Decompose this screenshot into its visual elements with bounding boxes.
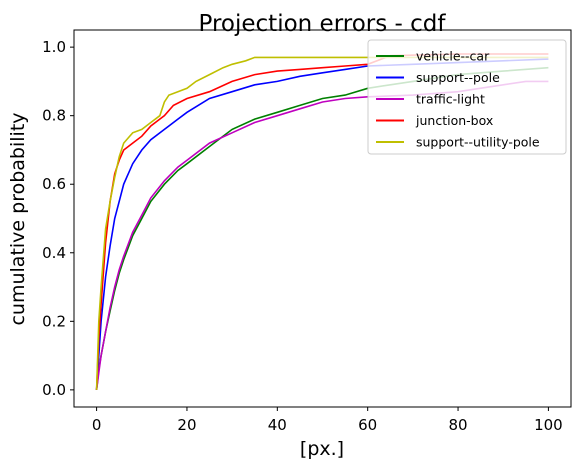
x-tick-label: 40	[268, 416, 287, 434]
chart-title: Projection errors - cdf	[199, 11, 447, 37]
legend-label: traffic-light	[416, 92, 485, 107]
y-axis-ticks: 0.0 0.2 0.4 0.6 0.8 1.0	[42, 38, 74, 399]
x-axis-label: [px.]	[300, 438, 344, 460]
legend: vehicle--car support--pole traffic-light ju…	[367, 39, 567, 155]
legend-label: support--pole	[416, 70, 500, 85]
y-tick-label: 1.0	[42, 38, 66, 56]
x-tick-label: 100	[534, 416, 563, 434]
x-tick-label: 60	[358, 416, 377, 434]
y-tick-label: 0.8	[42, 107, 66, 125]
x-axis-ticks: 0 20 40 60 80 100	[92, 407, 563, 434]
legend-label: junction-box	[415, 113, 493, 128]
legend-box	[367, 39, 567, 155]
series-line-1	[95, 58, 549, 390]
legend-label: vehicle--car	[416, 49, 490, 64]
y-axis-label: cumulative probability	[7, 112, 29, 325]
y-tick-label: 0.6	[42, 175, 66, 193]
series-line-4	[95, 56, 549, 390]
x-tick-label: 20	[177, 416, 196, 434]
x-tick-label: 0	[92, 416, 102, 434]
y-tick-label: 0.2	[42, 312, 66, 330]
x-tick-label: 80	[448, 416, 467, 434]
plot-frame	[73, 29, 572, 408]
legend-label: support--utility-pole	[416, 135, 540, 150]
y-tick-label: 0.0	[42, 381, 66, 399]
y-tick-label: 0.4	[42, 244, 66, 262]
